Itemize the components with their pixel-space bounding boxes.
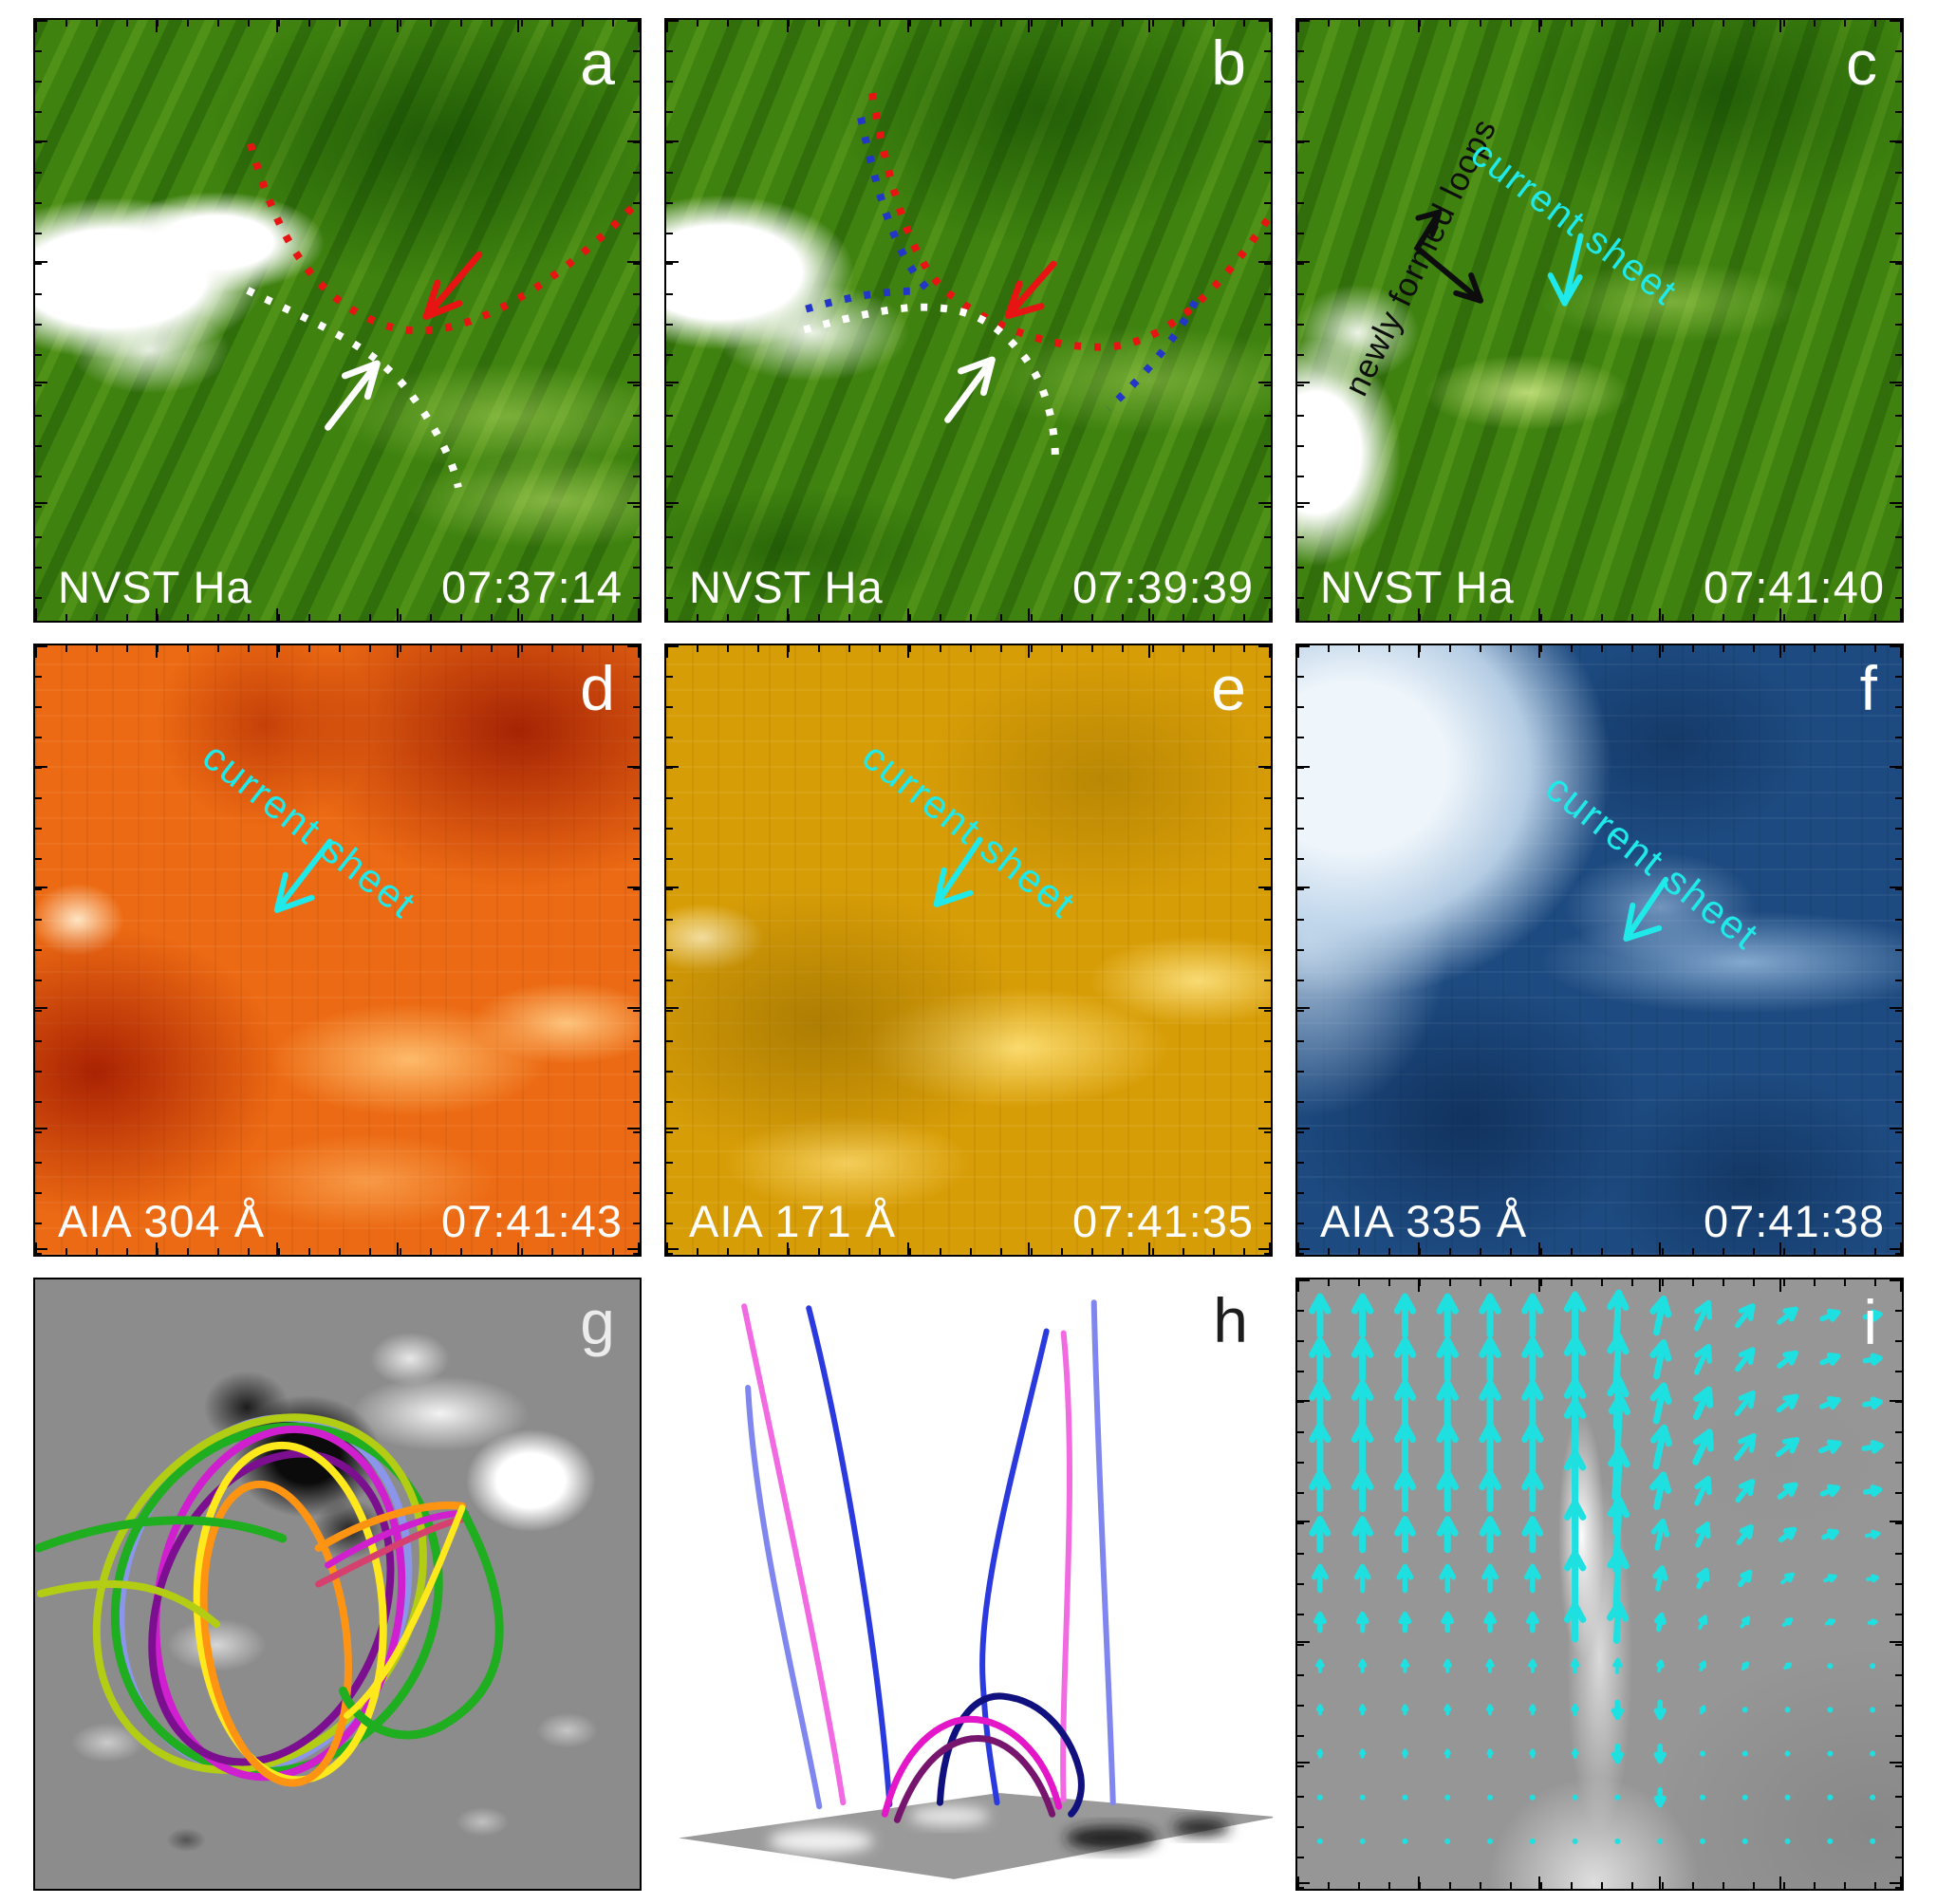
panel-e-overlays [933, 836, 983, 907]
open-line-periwinkle-right [1090, 1299, 1116, 1806]
red-dotted-curve [247, 142, 640, 335]
red-dotted-curve [868, 92, 1271, 351]
timestamp: 07:41:35 [1072, 1196, 1254, 1246]
panel-letter: a [580, 28, 615, 98]
timestamp: 07:39:39 [1072, 562, 1254, 612]
timestamp: 07:37:14 [441, 562, 623, 612]
fieldline-loop-periwinkle [117, 1413, 413, 1774]
panel-letter: h [1213, 1285, 1248, 1355]
plane-white-patch [769, 1828, 874, 1854]
panel-b-overlays [803, 92, 1271, 463]
panel-c-nvst-ha-074140: newly formed loops current sheet c NVST … [1295, 18, 1904, 623]
plane-white-patch [909, 1806, 990, 1826]
red-arrow [1004, 260, 1057, 320]
panel-letter: c [1846, 28, 1877, 98]
panel-i-velocity-map: i [1295, 1278, 1904, 1891]
panel-letter: d [580, 653, 615, 723]
open-line-pink-right [1060, 1330, 1072, 1803]
instrument-label: AIA 171 Å [689, 1196, 897, 1246]
instrument-label: NVST Ha [689, 562, 884, 612]
timestamp: 07:41:38 [1704, 1196, 1885, 1246]
panel-h-model [679, 1299, 1273, 1879]
panel-letter: e [1211, 653, 1246, 723]
panel-letter: g [580, 1287, 615, 1357]
instrument-label: AIA 335 Å [1320, 1196, 1528, 1246]
panel-letter: b [1211, 28, 1246, 98]
fieldline-loop-yellow [193, 1441, 387, 1784]
panel-f-aia335-074138: current sheet f AIA 335 Å 07:41:38 [1295, 644, 1904, 1257]
fieldline-bundle-magenta [325, 1510, 470, 1569]
panel-letter: i [1863, 1287, 1877, 1357]
instrument-label: AIA 304 Å [58, 1196, 266, 1246]
panel-e-aia171-074135: current sheet e AIA 171 Å 07:41:35 [664, 644, 1273, 1257]
timestamp: 07:41:43 [441, 1196, 623, 1246]
white-arrow [944, 356, 996, 423]
panel-f-overlays [1623, 876, 1669, 942]
plane-black-patch [1172, 1819, 1230, 1837]
blue-dotted-curve-right [1106, 299, 1199, 412]
panel-d-overlays [273, 838, 333, 913]
magnetogram-plane [679, 1793, 1273, 1879]
closed-loop-purple [893, 1734, 1056, 1823]
panel-a-nvst-ha-073714: a NVST Ha 07:37:14 [33, 18, 642, 623]
fieldline-green-right-loop [338, 1505, 504, 1740]
panel-g-fieldlines [35, 1413, 504, 1787]
blue-dotted-curve-left [857, 117, 932, 293]
red-arrow [422, 251, 483, 321]
white-arrow [325, 360, 381, 431]
closed-loop-darkblue [936, 1692, 1085, 1818]
velocity-vector-field [1309, 1289, 1884, 1844]
instrument-label: NVST Ha [1320, 562, 1515, 612]
white-dotted-curve [246, 287, 462, 489]
panel-letter: f [1859, 653, 1877, 723]
model-background [664, 1278, 1273, 1891]
fieldline-green-left-exit [35, 1516, 288, 1553]
timestamp: 07:41:40 [1704, 562, 1885, 612]
panel-a-overlays [246, 142, 640, 489]
fieldline-bundle-orange [314, 1502, 466, 1552]
open-line-blue-right [979, 1328, 1050, 1806]
open-line-pink-left [741, 1303, 847, 1806]
fieldline-yellowgreen-left-exit [36, 1579, 221, 1629]
panel-h-3d-field-model: h [664, 1278, 1273, 1891]
closed-loop-magenta [881, 1715, 1063, 1818]
panel-b-nvst-ha-073939: b NVST Ha 07:39:39 [664, 18, 1273, 623]
open-line-periwinkle-left [745, 1385, 823, 1810]
panel-g-magnetogram-fieldlines: g [33, 1278, 642, 1891]
fieldline-bundle-crimson [315, 1516, 466, 1588]
open-line-blue-left [806, 1305, 893, 1808]
panel-d-aia304-074143: current sheet d AIA 304 Å 07:41:43 [33, 644, 642, 1257]
fieldline-loop-purple [148, 1449, 395, 1766]
plane-black-patch [1065, 1826, 1157, 1850]
fieldline-loop-orange [199, 1480, 352, 1787]
instrument-label: NVST Ha [58, 562, 252, 612]
fieldline-yellow-inner [343, 1504, 466, 1719]
